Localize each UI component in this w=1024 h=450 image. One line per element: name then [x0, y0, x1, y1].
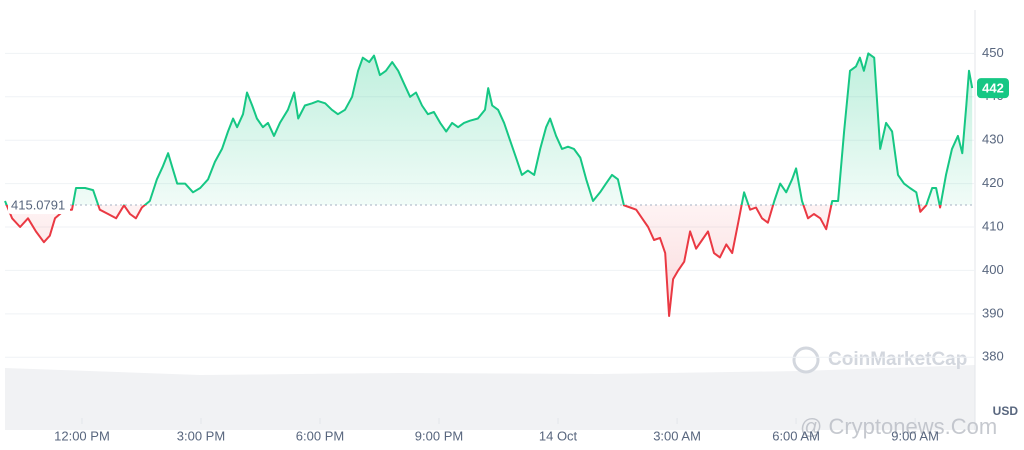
- baseline-label: 415.0791: [11, 197, 65, 212]
- x-tick-label: 3:00 AM: [653, 428, 701, 443]
- last-price-label: 442: [982, 81, 1004, 96]
- x-tick-label: 3:00 PM: [177, 428, 225, 443]
- x-tick-label: 12:00 PM: [54, 428, 110, 443]
- watermark: @ Cryptonews.Com: [800, 414, 997, 439]
- y-unit: USD: [993, 404, 1019, 418]
- x-tick-label: 14 Oct: [539, 428, 578, 443]
- y-tick-label: 450: [982, 45, 1004, 60]
- y-tick-label: 410: [982, 218, 1004, 233]
- y-tick-label: 380: [982, 349, 1004, 364]
- x-tick-label: 9:00 AM: [891, 428, 939, 443]
- volume-band: [5, 365, 975, 430]
- watermark-logo: [792, 346, 820, 374]
- y-tick-label: 430: [982, 132, 1004, 147]
- baseline-label-bg: [8, 195, 70, 214]
- y-tick-label: 390: [982, 305, 1004, 320]
- x-tick-label: 6:00 AM: [772, 428, 820, 443]
- watermark: CoinMarketCap: [828, 349, 967, 370]
- x-tick-label: 6:00 PM: [296, 428, 344, 443]
- price-line: [4, 52, 974, 317]
- last-price-badge: [977, 78, 1009, 99]
- x-tick-label: 9:00 PM: [415, 428, 463, 443]
- y-tick-label: 420: [982, 175, 1004, 190]
- y-tick-label: 400: [982, 262, 1004, 277]
